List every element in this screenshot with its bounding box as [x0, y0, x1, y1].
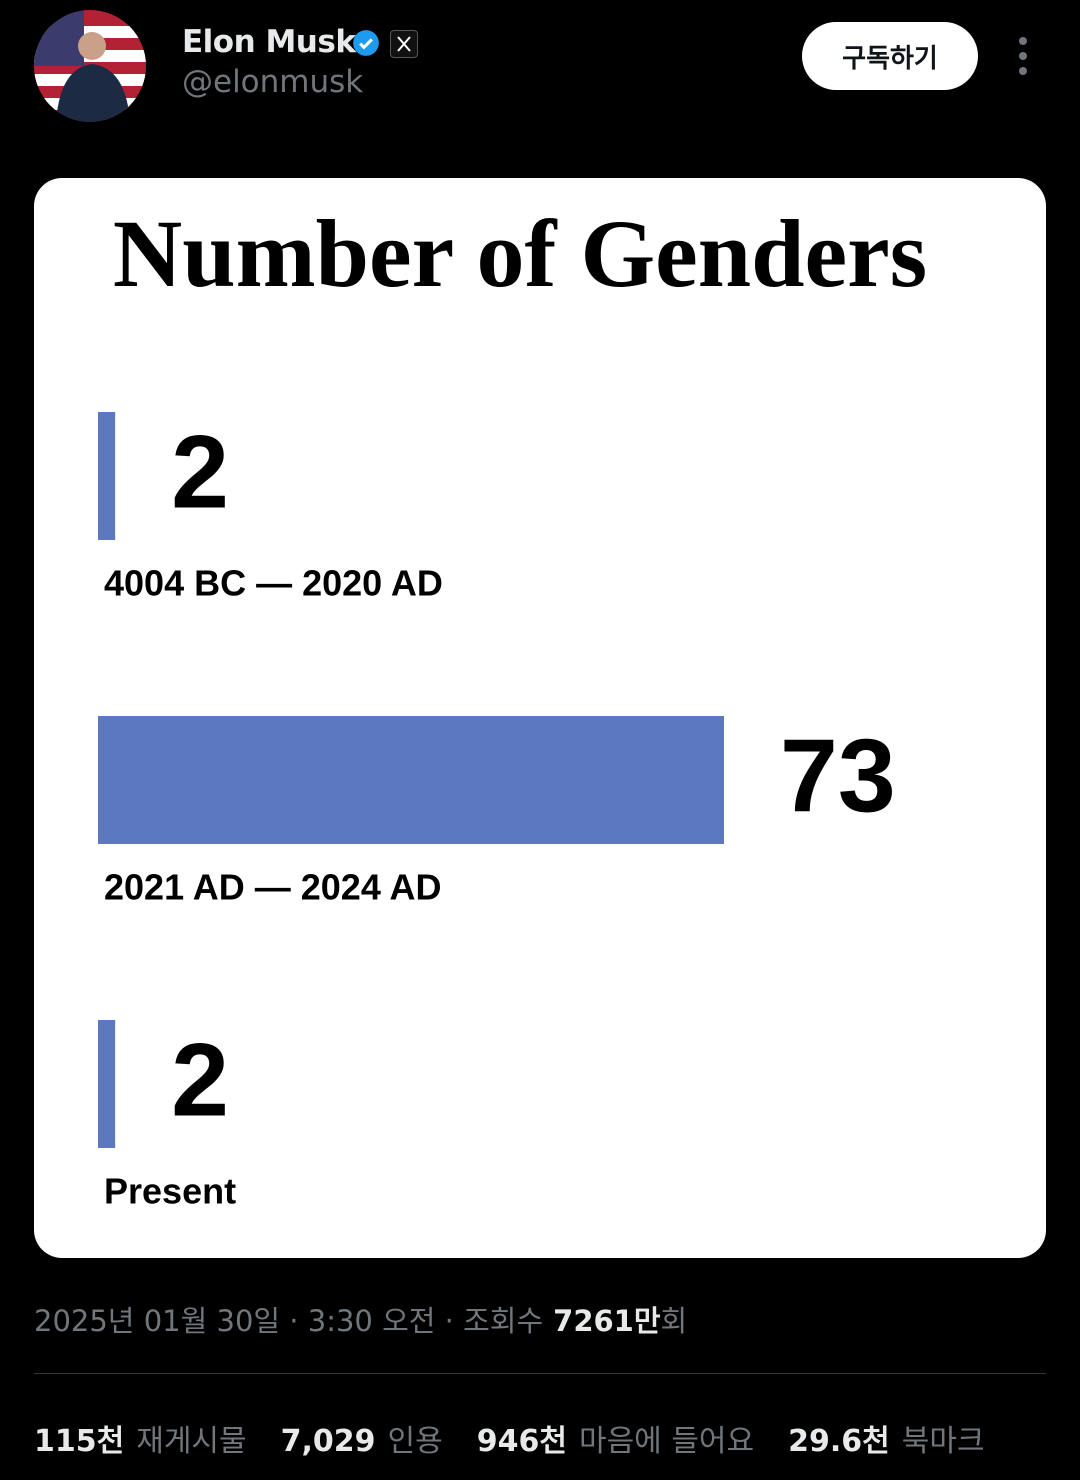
affiliation-badge [390, 30, 418, 58]
category-label: Present [104, 1171, 236, 1212]
stat-label: 인용 [387, 1424, 443, 1459]
category-label: 2021 AD — 2024 AD [104, 867, 442, 908]
stat[interactable]: 946천 마음에 들어요 [477, 1416, 754, 1460]
avatar-image [34, 10, 146, 122]
stat[interactable]: 29.6천 북마크 [788, 1416, 984, 1460]
stat[interactable]: 115천 재게시물 [34, 1416, 247, 1460]
value-label: 73 [780, 718, 896, 834]
stat-value: 7,029 [280, 1424, 376, 1459]
chart: Number of Genders 2 4004 BC — 2020 AD 73 20… [98, 200, 927, 1212]
display-name[interactable]: Elon Musk [182, 24, 356, 60]
media-card[interactable]: Number of Genders 2 4004 BC — 2020 AD 73 20… [34, 178, 1046, 1258]
stat-value: 115천 [34, 1424, 125, 1459]
subscribe-button[interactable]: 구독하기 [802, 22, 978, 90]
timestamp: 2025년 01월 30일 · 3:30 오전 · 조회수 [34, 1304, 544, 1338]
divider [34, 1373, 1046, 1374]
engagement-stats: 115천 재게시물 7,029 인용 946천 마음에 들어요 29.6천 북마크 [34, 1416, 985, 1460]
chart-title: Number of Genders [113, 200, 927, 307]
category-label: 4004 BC — 2020 AD [104, 563, 443, 604]
stat-label: 북마크 [901, 1424, 985, 1459]
view-suffix: 회 [660, 1304, 688, 1338]
value-label: 2 [171, 414, 229, 530]
handle[interactable]: @elonmusk [182, 64, 364, 100]
stat[interactable]: 7,029 인용 [281, 1416, 443, 1460]
bar [98, 1020, 116, 1148]
avatar[interactable] [34, 10, 146, 122]
more-menu[interactable] [1014, 36, 1032, 80]
stat-label: 재게시물 [136, 1424, 247, 1459]
bar [98, 716, 724, 844]
verified-badge [353, 30, 379, 56]
stat-label: 마음에 들어요 [578, 1424, 755, 1459]
stat-value: 29.6천 [788, 1424, 890, 1459]
view-count: 7261만 [553, 1304, 661, 1338]
tweet-meta: 2025년 01월 30일 · 3:30 오전 · 조회수 7261만회 [34, 1298, 687, 1340]
stat-value: 946천 [476, 1424, 567, 1459]
bar [98, 412, 116, 540]
value-label: 2 [171, 1022, 229, 1138]
